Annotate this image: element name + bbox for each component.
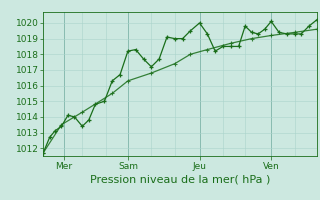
X-axis label: Pression niveau de la mer( hPa ): Pression niveau de la mer( hPa ) xyxy=(90,175,270,185)
